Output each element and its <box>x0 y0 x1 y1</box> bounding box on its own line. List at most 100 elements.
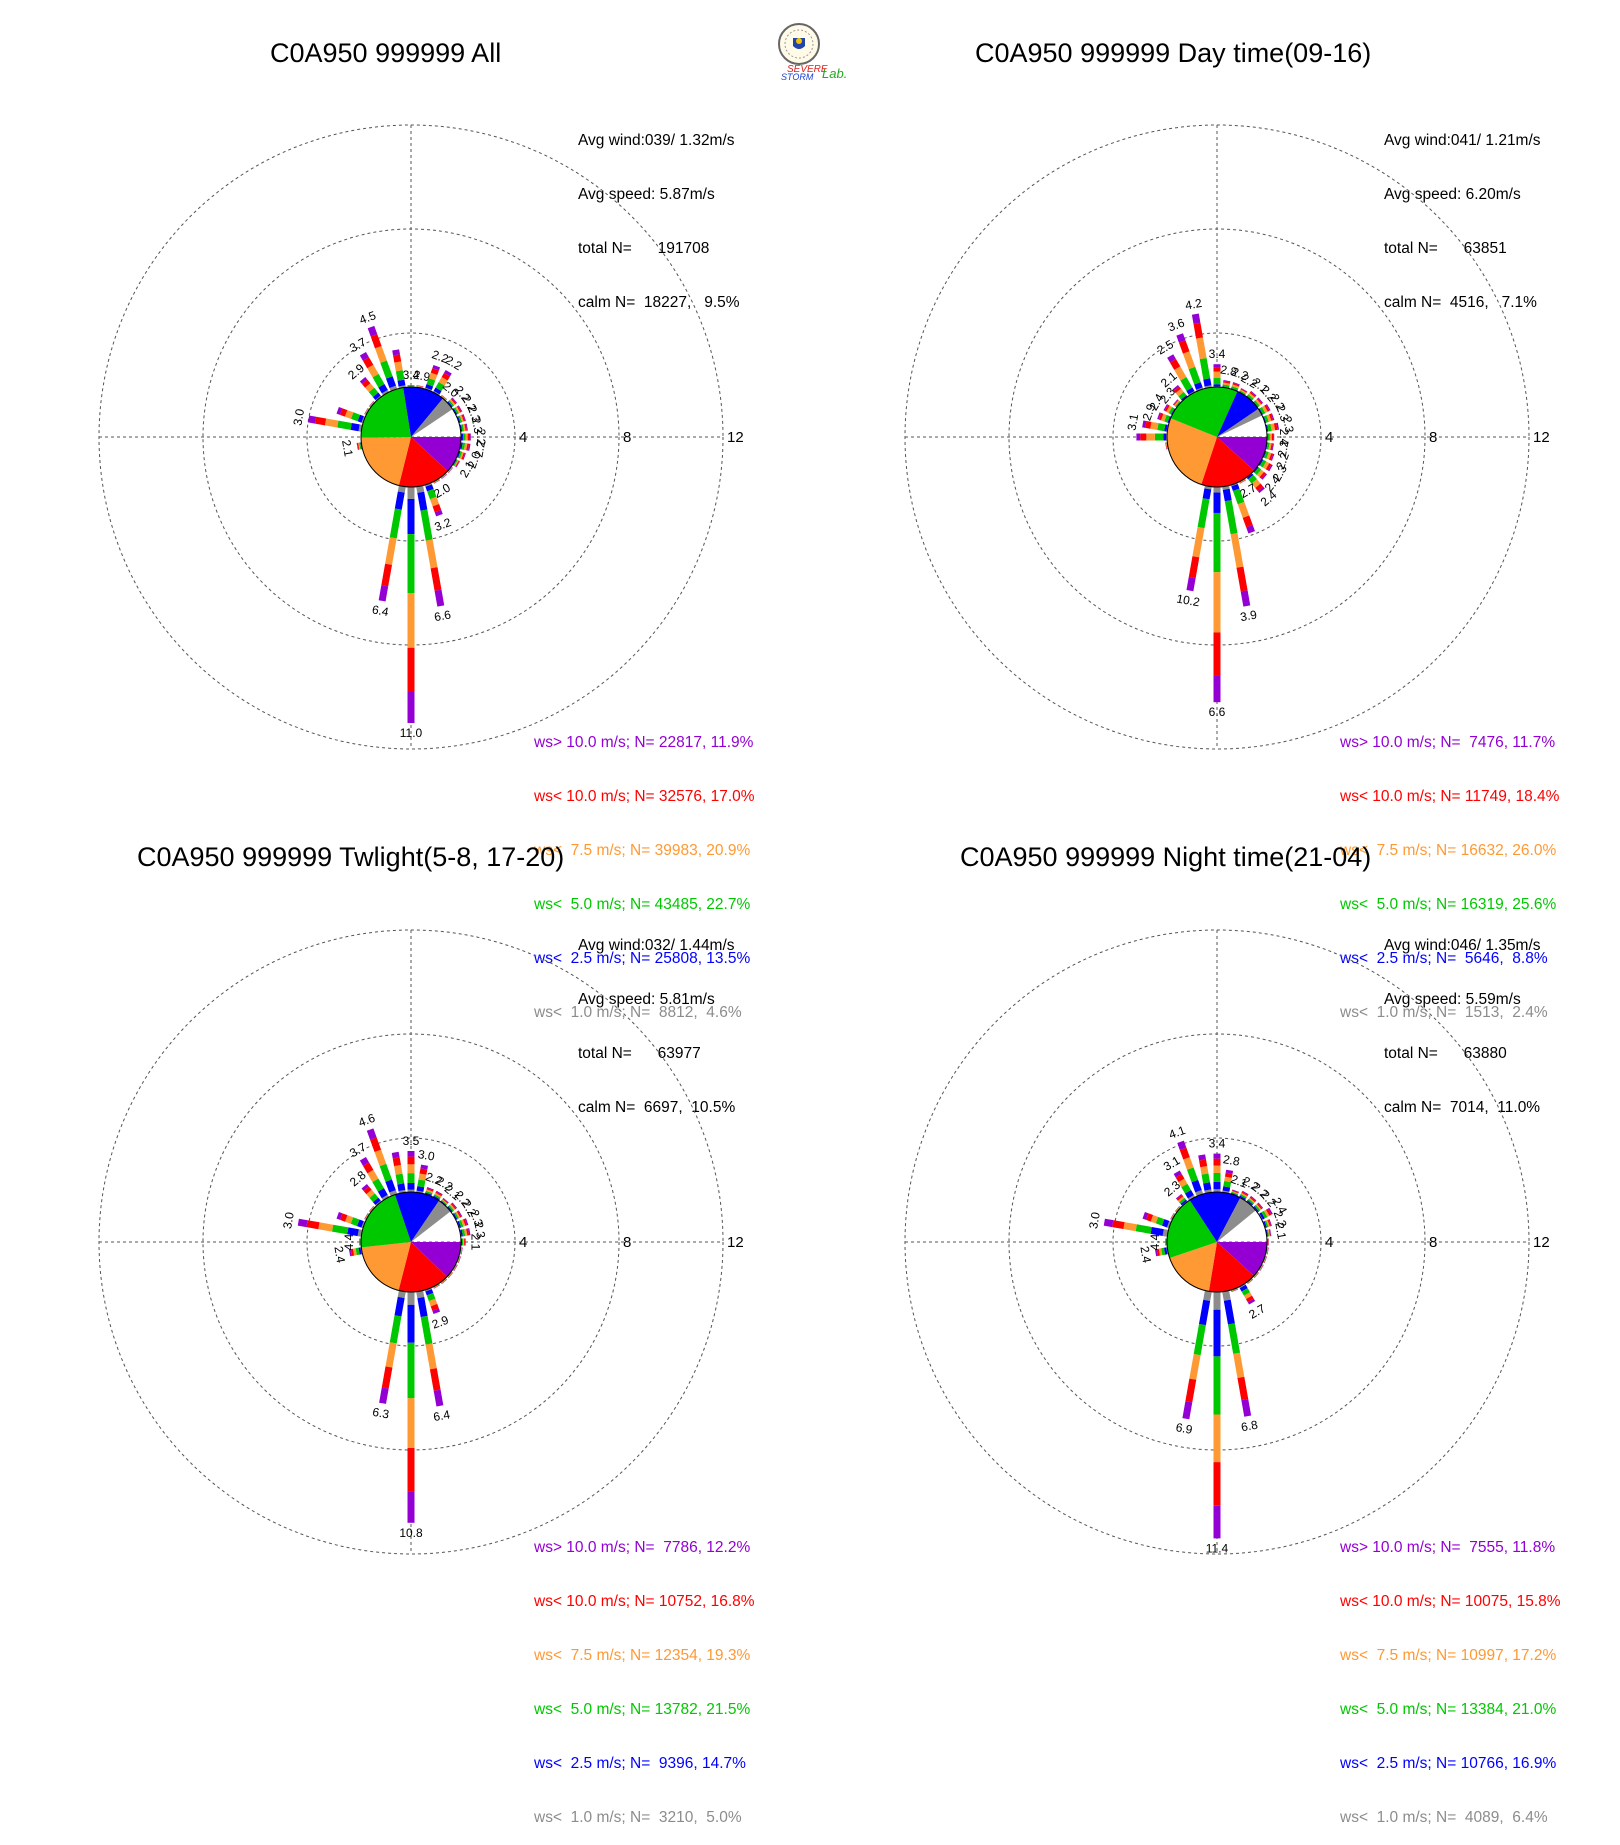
rose-bar-segment <box>1268 418 1271 419</box>
rose-bar-segment <box>1262 463 1265 465</box>
rose-bar-segment <box>1258 1207 1259 1208</box>
rose-bar-segment <box>1189 1379 1193 1402</box>
rose-bar-label: 3.0 <box>280 1211 297 1230</box>
rose-bar-label: 2.2 <box>1275 439 1292 458</box>
rose-bar-segment <box>1243 1196 1244 1197</box>
rose-bar-segment <box>376 395 378 398</box>
rose-bar-label: 6.3 <box>371 1405 390 1422</box>
rose-bar-segment <box>457 1215 458 1216</box>
rose-bar-segment <box>401 380 402 386</box>
rose-bar-segment <box>393 1316 398 1343</box>
rose-bar-segment <box>1249 476 1250 477</box>
rose-bar-segment <box>453 1206 454 1207</box>
rose-bar-segment <box>1242 1197 1243 1198</box>
rose-bar-segment <box>1177 368 1183 379</box>
rose-bar-segment <box>366 1164 370 1172</box>
rose-bar-segment <box>341 412 346 414</box>
rose-bar-segment <box>398 362 400 371</box>
pie-slice <box>399 437 448 487</box>
rose-bar-segment <box>384 362 390 378</box>
rose-bar-segment <box>363 1224 364 1225</box>
rose-bar-segment <box>1252 1199 1253 1200</box>
rose-bar-segment <box>399 371 401 380</box>
pie-slice <box>411 437 461 471</box>
rose-bar-segment <box>1259 1206 1260 1207</box>
rose-bar-segment <box>1268 466 1270 467</box>
rose-bar-segment <box>398 492 401 509</box>
rose-bar-segment <box>1176 389 1178 391</box>
rose-bar-segment <box>445 1201 446 1202</box>
rose-bar-label: 2.4 <box>1269 1195 1290 1217</box>
rose-bar-segment <box>341 1217 346 1219</box>
rose-bar-segment <box>401 1291 402 1297</box>
rose-bar-segment <box>1191 1197 1192 1199</box>
rose-bar-segment <box>1265 455 1268 456</box>
rose-bar-segment <box>1146 424 1151 425</box>
rose-bar-label: 2.1 <box>1272 1221 1289 1240</box>
rose-bar-segment <box>1241 503 1246 517</box>
rose-bar-segment <box>1235 485 1237 490</box>
rose-bar-segment <box>429 486 431 491</box>
rose-bar-label: 2.9 <box>1140 402 1159 423</box>
rose-bar-label: 2.1 <box>339 439 356 458</box>
rose-bar-segment <box>438 1194 439 1195</box>
rose-bar-segment <box>395 1152 396 1158</box>
rose-bar-label: 2.2 <box>1240 1174 1262 1195</box>
rose-bar-segment <box>378 1151 383 1165</box>
rose-bar-segment <box>433 498 436 505</box>
rose-bar-segment <box>1186 1402 1189 1419</box>
range-ring <box>1113 1138 1321 1346</box>
rose-bar-label: 3.4 <box>1209 1137 1226 1151</box>
rose-bar-segment <box>1166 408 1168 409</box>
range-ring-label: 12 <box>727 429 744 446</box>
rose-bar-label: 2.2 <box>1271 1209 1290 1230</box>
rose-bar-label: 4.1 <box>1167 1123 1188 1142</box>
rose-bar-segment <box>1207 379 1208 386</box>
rose-bar-label: 2.3 <box>1273 403 1292 424</box>
pie-slice <box>361 437 411 486</box>
rose-bar-segment <box>1184 397 1185 398</box>
rose-bar-segment <box>1226 1187 1227 1191</box>
rose-bar-label: 2.8 <box>1222 1152 1241 1169</box>
rose-bar-segment <box>1264 409 1266 410</box>
rose-bar-segment <box>333 1228 348 1231</box>
rose-bar-segment <box>1249 1202 1250 1203</box>
rose-bar-segment <box>429 1290 430 1294</box>
rose-bar-label: 10.8 <box>399 1526 423 1540</box>
rose-bar-segment <box>1241 1377 1245 1399</box>
rose-bar-segment <box>459 1214 460 1215</box>
rose-bar-label: 2.3 <box>465 404 484 425</box>
pie-slice <box>1190 1192 1241 1242</box>
rose-bar-segment <box>1192 368 1198 383</box>
rose-bar-segment <box>309 419 316 420</box>
rose-bar-segment <box>1240 567 1244 591</box>
total-n: total N= 63880 <box>1384 1045 1541 1063</box>
rose-bar-segment <box>424 510 429 540</box>
rose-bar-label: 2.3 <box>467 1208 486 1229</box>
legend-ws-lt-10: ws< 10.0 m/s; N= 10752, 16.8% <box>534 1593 755 1611</box>
rose-bar-segment <box>1256 403 1258 404</box>
rose-bar-segment <box>420 486 421 492</box>
rose-bar-segment <box>1249 526 1251 532</box>
rose-bar-segment <box>1147 1217 1152 1219</box>
rose-bar-segment <box>319 1226 333 1228</box>
rose-bar-label: 2.4 <box>1137 1245 1154 1264</box>
pie-slice <box>361 388 411 438</box>
rose-bar-label: 2.2 <box>434 1174 456 1195</box>
rose-bar-label: 3.9 <box>1239 607 1258 624</box>
rose-bar-segment <box>1199 1191 1200 1195</box>
rose-bar-segment <box>1250 1201 1251 1202</box>
rose-bar-segment <box>459 419 461 420</box>
rose-bar-segment <box>447 372 449 375</box>
rose-bar-segment <box>444 1202 445 1203</box>
rose-bar-segment <box>1270 417 1272 418</box>
rose-bar-label: 2.2 <box>1239 371 1261 392</box>
rose-bar-segment <box>1202 1300 1206 1324</box>
rose-bar-segment <box>1242 1285 1243 1286</box>
rose-bar-segment <box>399 1174 401 1184</box>
rose-bar-segment <box>374 335 378 347</box>
rose-bar-segment <box>1228 1177 1229 1181</box>
rose-bar-segment <box>420 1187 421 1192</box>
rose-bar-segment <box>455 462 456 463</box>
calm-n: calm N= 4516, 7.1% <box>1384 294 1541 312</box>
